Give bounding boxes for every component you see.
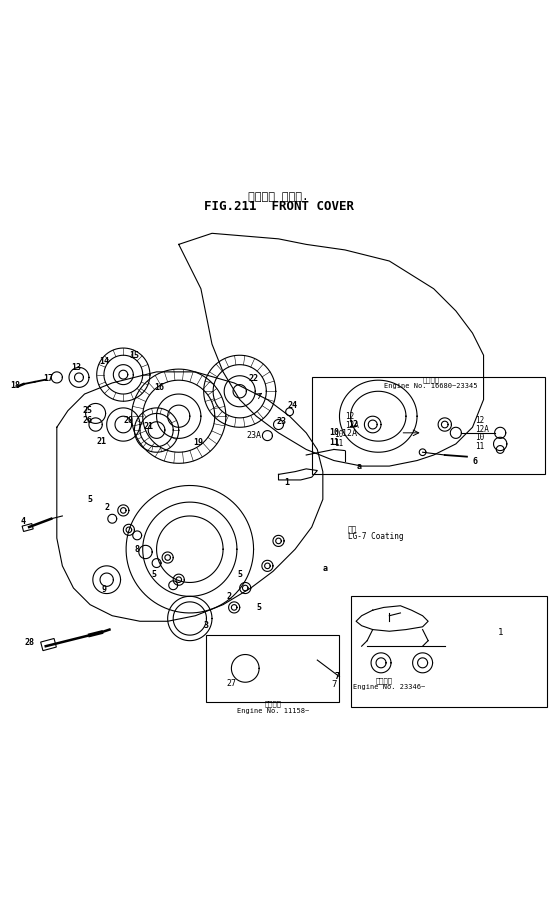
Text: 19: 19 [193,439,203,448]
Text: 13: 13 [71,363,81,372]
Text: 27: 27 [226,679,236,688]
Text: 5: 5 [87,495,92,504]
Text: 12: 12 [348,420,358,429]
Text: 10: 10 [334,430,343,439]
Text: 1: 1 [284,479,289,487]
Text: 7: 7 [331,680,336,689]
Text: 11: 11 [475,442,485,451]
Text: 6: 6 [473,457,478,466]
Text: 20: 20 [124,416,134,425]
Text: 適用番号: 適用番号 [375,677,392,683]
Text: 12: 12 [475,416,485,425]
Text: 12: 12 [345,412,354,421]
Text: 11: 11 [329,439,339,448]
Text: a: a [323,564,328,573]
Text: 適用番号: 適用番号 [265,701,281,707]
Text: 10: 10 [329,429,339,438]
Bar [22,523,33,531]
Text: 14: 14 [99,358,109,367]
Text: 18: 18 [10,381,20,390]
Text: 5: 5 [237,570,242,579]
Bar [350,596,548,707]
Text: 9: 9 [101,584,106,593]
Text: 4: 4 [21,517,26,526]
Text: 12A: 12A [342,430,357,439]
Text: 11: 11 [334,439,343,448]
Text: 15: 15 [129,350,139,359]
Text: 22: 22 [248,374,258,383]
Bar [207,635,339,702]
Text: 23: 23 [276,418,286,426]
Text: 28: 28 [24,638,34,647]
Text: 25: 25 [82,406,92,415]
Text: 2: 2 [226,592,231,601]
Text: 21: 21 [96,437,106,446]
Text: Engine No. 23346~: Engine No. 23346~ [353,684,426,691]
Bar [312,378,545,474]
Text: 5: 5 [152,570,157,579]
Bar [41,639,56,651]
Text: 2: 2 [104,503,109,512]
Text: FIG.211  FRONT COVER: FIG.211 FRONT COVER [203,200,354,213]
Text: 21: 21 [143,421,153,430]
Text: 16: 16 [154,383,164,392]
Text: 7: 7 [334,672,339,682]
Text: a: a [356,461,361,470]
Text: 12A: 12A [345,421,359,430]
Text: 8: 8 [135,545,140,553]
Text: 塗布: 塗布 [348,526,357,534]
Text: 17: 17 [43,374,53,383]
Text: Engine No. 16680~23345: Engine No. 16680~23345 [384,383,478,389]
Text: Engine No. 11158~: Engine No. 11158~ [237,708,309,713]
Text: 5: 5 [257,603,262,612]
Text: 26: 26 [82,416,92,425]
Text: 23A: 23A [246,431,261,440]
Text: 1: 1 [497,628,503,637]
Text: フロント カバー.: フロント カバー. [248,192,309,202]
Text: 24: 24 [287,400,297,410]
Text: 12A: 12A [475,425,489,434]
Text: 適用番号: 適用番号 [422,377,439,383]
Text: 3: 3 [204,622,209,631]
Text: LG-7 Coating: LG-7 Coating [348,532,403,541]
Text: 10: 10 [475,433,485,442]
